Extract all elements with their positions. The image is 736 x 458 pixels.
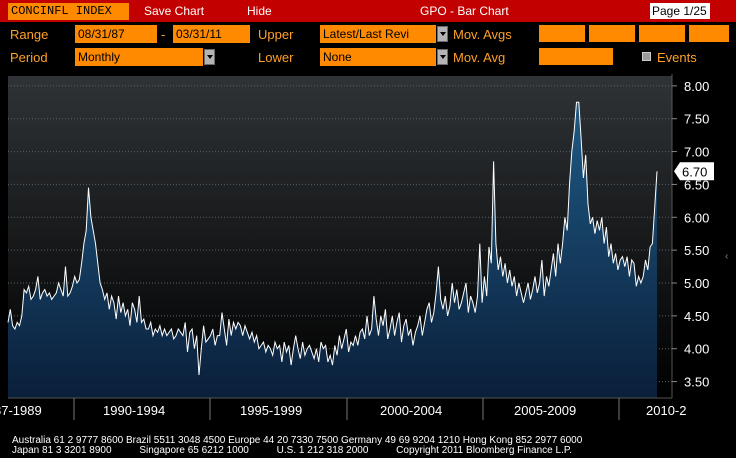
y-tick-label: 4.00 [684,342,709,357]
start-date-field[interactable]: 08/31/87 [75,25,157,43]
hide-button[interactable]: Hide [247,4,272,18]
y-tick-label: 4.50 [684,309,709,324]
mov-avg-label: Mov. Avg [453,50,506,65]
x-tick-label: 1995-1999 [240,403,302,418]
mov-avg-field-3[interactable] [639,25,685,42]
page-indicator[interactable]: Page 1/25 [650,3,710,19]
save-chart-button[interactable]: Save Chart [144,4,205,18]
y-tick-label: 7.50 [684,112,709,127]
range-dash: - [161,27,166,42]
mov-avg-field-1[interactable] [539,25,585,42]
page-title: GPO - Bar Chart [420,4,509,18]
events-checkbox[interactable] [642,52,651,61]
x-tick-label: 1990-1994 [103,403,165,418]
x-tick-label: 2000-2004 [380,403,442,418]
price-chart: 8.00 7.50 7.00 6.50 6.00 5.50 5.00 4.50 4.00 3.50… [0,74,728,420]
last-value-marker: 6.70 [674,162,714,181]
end-date-field[interactable]: 03/31/11 [173,25,250,43]
last-value-tag [674,162,714,181]
y-tick-label: 6.50 [684,177,709,192]
title-bar: CONCINFL INDEX Save Chart Hide GPO - Bar… [0,0,736,22]
lower-dropdown-icon[interactable] [437,49,448,65]
y-tick-label: 5.50 [684,243,709,258]
period-dropdown-icon[interactable] [204,49,215,65]
x-tick-label: 2010-2 [646,403,686,418]
footer-line-1: Australia 61 2 9777 8600 Brazil 5511 304… [12,435,583,446]
ticker-field[interactable]: CONCINFL INDEX [8,3,129,20]
upper-select[interactable]: Latest/Last Revi [320,25,436,43]
period-select[interactable]: Monthly [75,48,203,66]
mov-avg-field-2[interactable] [589,25,635,42]
x-tick-label: 2005-2009 [514,403,576,418]
upper-label: Upper [258,27,294,42]
scroll-arrow-icon[interactable]: ‹ [725,251,728,262]
lower-select[interactable]: None [320,48,436,66]
upper-dropdown-icon[interactable] [437,26,448,42]
y-axis: 8.00 7.50 7.00 6.50 6.00 5.50 5.00 4.50 4.00 3.50 [672,79,709,390]
range-label: Range [10,27,49,42]
footer-line-2: Japan 81 3 3201 8900 Singapore 65 6212 1… [12,445,573,456]
x-tick-label: 87-1989 [0,403,42,418]
x-axis: 87-1989 1990-1994 1995-1999 2000-2004 2005-2… [0,398,686,420]
mov-avg-field-4[interactable] [689,25,729,42]
footer-contacts: Australia 61 2 9777 8600 Brazil 5511 304… [12,436,732,456]
mov-avg-lower-field[interactable] [539,48,613,65]
data-area [8,102,657,399]
events-label: Events [657,50,697,65]
last-value-label: 6.70 [682,164,707,179]
period-label: Period [10,50,48,65]
y-tick-label: 3.50 [684,375,709,390]
y-tick-label: 6.00 [684,210,709,225]
y-tick-label: 8.00 [684,79,709,94]
y-tick-label: 7.00 [684,145,709,160]
y-tick-label: 5.00 [684,276,709,291]
mov-avgs-label: Mov. Avgs [453,27,512,42]
lower-label: Lower [258,50,294,65]
data-line [7,101,658,376]
